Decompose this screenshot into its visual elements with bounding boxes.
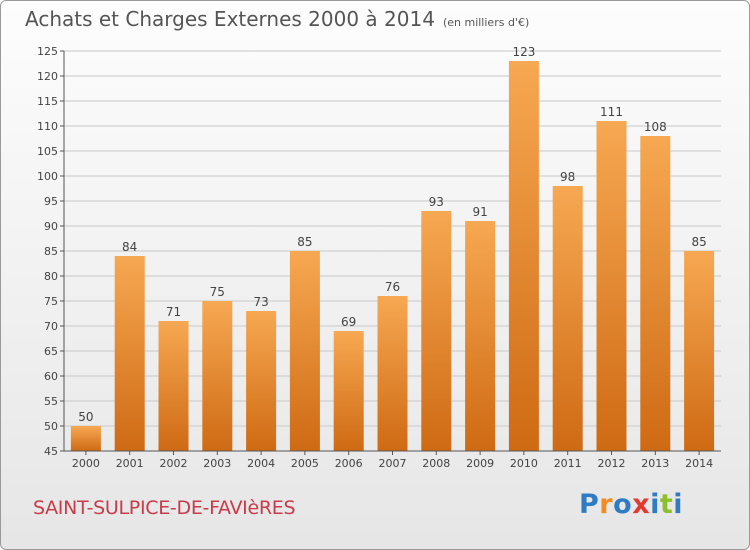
x-tick-label-2004: 2004 <box>247 457 275 470</box>
bar-2011 <box>552 186 583 451</box>
proxiti-logo: Proxiti <box>579 489 683 520</box>
value-label-2005: 85 <box>297 235 312 249</box>
y-tick-label: 70 <box>44 320 58 333</box>
bar-2002 <box>158 321 189 451</box>
value-label-2014: 85 <box>691 235 706 249</box>
y-tick-label: 125 <box>37 45 58 58</box>
bar-2005 <box>289 251 320 451</box>
bar-2010 <box>508 61 539 451</box>
x-tick-label-2002: 2002 <box>160 457 188 470</box>
x-tick-label-2001: 2001 <box>116 457 144 470</box>
value-label-2003: 75 <box>210 285 225 299</box>
logo-letter: x <box>632 489 651 520</box>
x-tick-label-2007: 2007 <box>379 457 407 470</box>
bars <box>70 61 715 451</box>
y-tick-label: 65 <box>44 345 58 358</box>
logo-letter: i <box>673 489 684 520</box>
y-tick-label: 100 <box>37 170 58 183</box>
y-tick-label: 105 <box>37 145 58 158</box>
logo-letter: r <box>599 489 614 520</box>
x-tick-label-2005: 2005 <box>291 457 319 470</box>
y-tick-label: 80 <box>44 270 58 283</box>
y-tick-label: 60 <box>44 370 58 383</box>
logo-letter: t <box>659 489 674 520</box>
y-tick-label: 55 <box>44 395 58 408</box>
chart-subtitle: (en milliers d'€) <box>442 16 530 29</box>
y-tick-label: 120 <box>37 70 58 83</box>
x-tick-label-2012: 2012 <box>598 457 626 470</box>
y-tick-label: 95 <box>44 195 58 208</box>
logo-letter: P <box>579 489 600 520</box>
y-tick-label: 45 <box>44 445 58 458</box>
value-label-2000: 50 <box>78 410 93 424</box>
value-label-2008: 93 <box>429 195 444 209</box>
y-tick-label: 50 <box>44 420 58 433</box>
value-label-2013: 108 <box>644 120 667 134</box>
bar-2014 <box>684 251 715 451</box>
bar-2000 <box>70 426 101 451</box>
bar-2003 <box>202 301 233 451</box>
y-tick-label: 115 <box>37 95 58 108</box>
value-label-2011: 98 <box>560 170 575 184</box>
bar-2013 <box>640 136 671 451</box>
value-label-2004: 73 <box>253 295 268 309</box>
x-tick-label-2009: 2009 <box>466 457 494 470</box>
y-tick-label: 110 <box>37 120 58 133</box>
bar-2001 <box>114 256 145 451</box>
x-tick-label-2008: 2008 <box>422 457 450 470</box>
y-tick-label: 75 <box>44 295 58 308</box>
logo-letter: o <box>613 489 633 520</box>
x-tick-label-2006: 2006 <box>335 457 363 470</box>
value-label-2010: 123 <box>512 45 535 59</box>
x-tick-label-2013: 2013 <box>641 457 669 470</box>
bar-2008 <box>421 211 452 451</box>
bar-2007 <box>377 296 408 451</box>
y-tick-label: 85 <box>44 245 58 258</box>
bar-2009 <box>465 221 496 451</box>
bar-2012 <box>596 121 627 451</box>
bar-2004 <box>246 311 277 451</box>
x-tick-label-2010: 2010 <box>510 457 538 470</box>
x-tick-label-2003: 2003 <box>203 457 231 470</box>
logo-letter: i <box>650 489 660 520</box>
commune-name: SAINT-SULPICE-DE-FAVIèRES <box>33 497 296 519</box>
y-tick-label: 90 <box>44 220 58 233</box>
value-label-2002: 71 <box>166 305 181 319</box>
bar-2006 <box>333 331 364 451</box>
title-block: Achats et Charges Externes 2000 à 2014 (e… <box>25 7 529 31</box>
value-labels: 50 84 71 75 73 85 69 76 93 91 123 98 111 108 85 <box>78 45 706 424</box>
value-label-2009: 91 <box>472 205 487 219</box>
value-label-2006: 69 <box>341 315 356 329</box>
value-label-2012: 111 <box>600 105 623 119</box>
value-label-2001: 84 <box>122 240 137 254</box>
value-label-2007: 76 <box>385 280 400 294</box>
axes: 45 50 55 60 65 70 75 80 85 90 95 100 105 110 115 120 125… <box>37 45 721 470</box>
x-tick-label-2014: 2014 <box>685 457 713 470</box>
x-tick-label-2011: 2011 <box>554 457 582 470</box>
chart-title: Achats et Charges Externes 2000 à 2014 <box>25 7 435 31</box>
x-tick-label-2000: 2000 <box>72 457 100 470</box>
